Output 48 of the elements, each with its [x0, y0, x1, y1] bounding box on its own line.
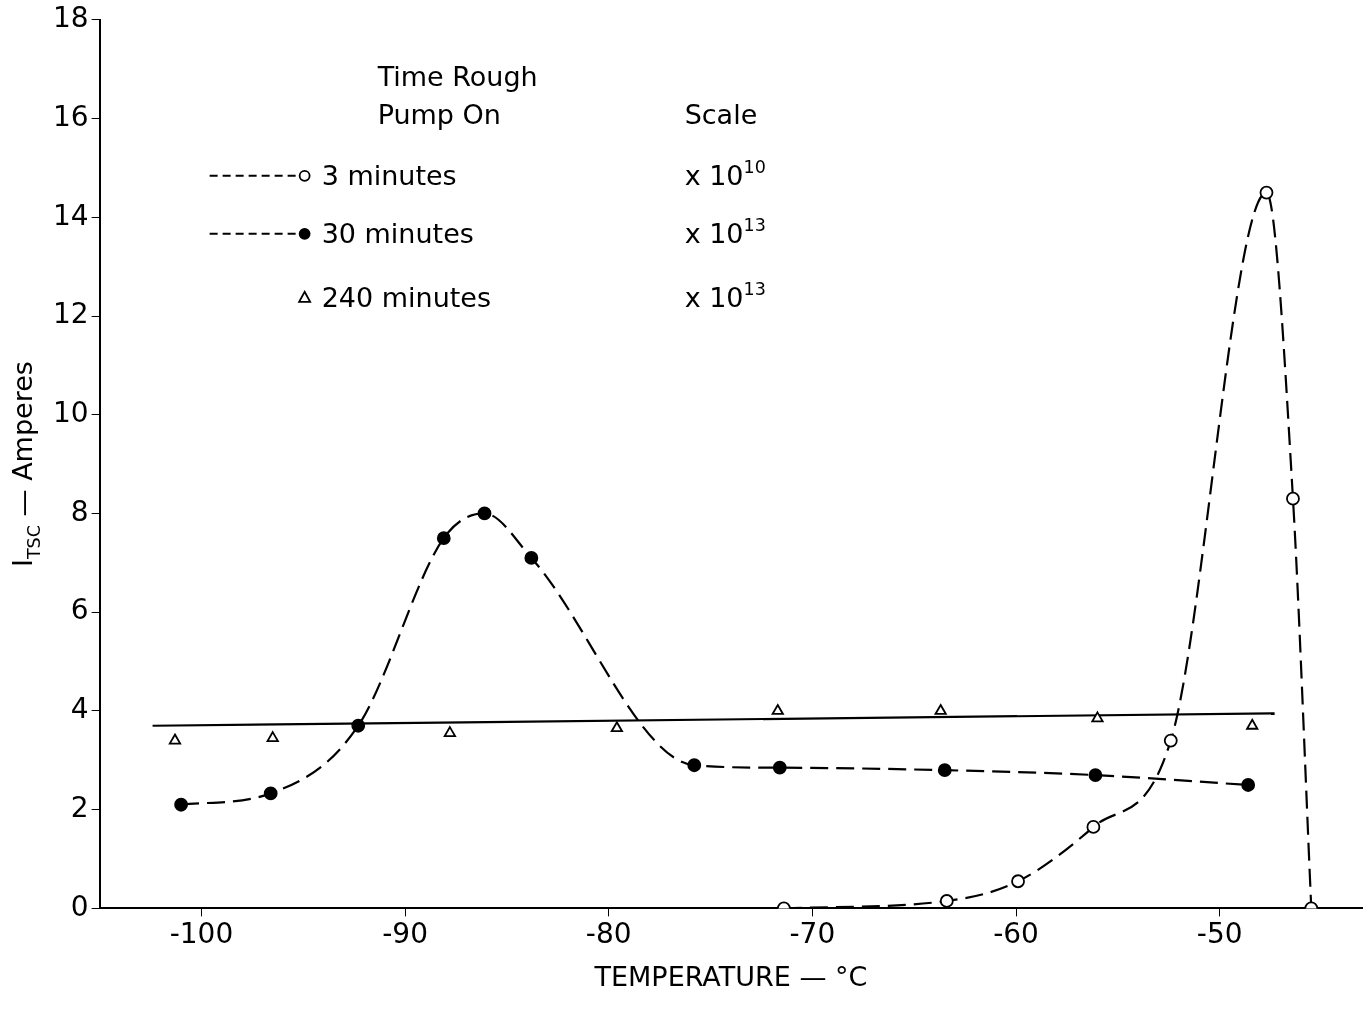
- point: [687, 758, 702, 773]
- point: [939, 894, 954, 908]
- point: [1163, 733, 1178, 748]
- point: [1091, 711, 1104, 723]
- x-tick-label: -100: [169, 917, 234, 951]
- point: [1088, 768, 1103, 783]
- x-tick-label: -70: [789, 917, 836, 951]
- point: [351, 718, 366, 733]
- point: [937, 763, 952, 778]
- y-tick-label: 12: [52, 297, 89, 331]
- y-tick-label: 18: [52, 1, 89, 35]
- point: [1259, 185, 1274, 200]
- y-tick-label: 6: [70, 593, 89, 627]
- point: [934, 704, 947, 715]
- y-tick-label: 10: [52, 396, 89, 430]
- x-tick-label: -60: [993, 917, 1039, 951]
- point: [168, 733, 182, 745]
- y-tick-label: 0: [70, 889, 89, 923]
- point: [771, 704, 784, 715]
- point: [263, 786, 278, 801]
- point: [266, 731, 279, 742]
- point: [477, 506, 492, 521]
- y-tick-label: 14: [52, 198, 89, 232]
- point: [524, 551, 539, 565]
- legend-label: 3 minutes: [321, 159, 457, 191]
- point: [1286, 491, 1300, 506]
- point: [1086, 820, 1101, 834]
- x-tick-label: -90: [382, 917, 428, 951]
- y-tick-label: 8: [70, 494, 89, 528]
- x-tick-label: -50: [1196, 917, 1243, 951]
- point: [1246, 718, 1259, 730]
- legend-label: 240 minutes: [321, 281, 492, 313]
- point: [443, 726, 456, 738]
- y-tick-label: 4: [70, 692, 89, 726]
- y-tick-label: 2: [70, 790, 89, 824]
- legend-title: Time Rough Pump On: [376, 60, 538, 130]
- point: [436, 531, 451, 546]
- x-axis-title: TEMPERATURE — °C: [593, 961, 868, 993]
- y-axis-title: ITSC — Amperes: [6, 361, 44, 568]
- y-tick-label: 16: [52, 99, 89, 133]
- point: [610, 721, 623, 733]
- point: [772, 760, 787, 775]
- annotation: Scale: [684, 98, 758, 130]
- legend-label: 30 minutes: [321, 217, 474, 249]
- point: [1241, 778, 1256, 792]
- x-tick-label: -80: [585, 917, 632, 951]
- point: [174, 797, 188, 812]
- point: [1011, 874, 1025, 889]
